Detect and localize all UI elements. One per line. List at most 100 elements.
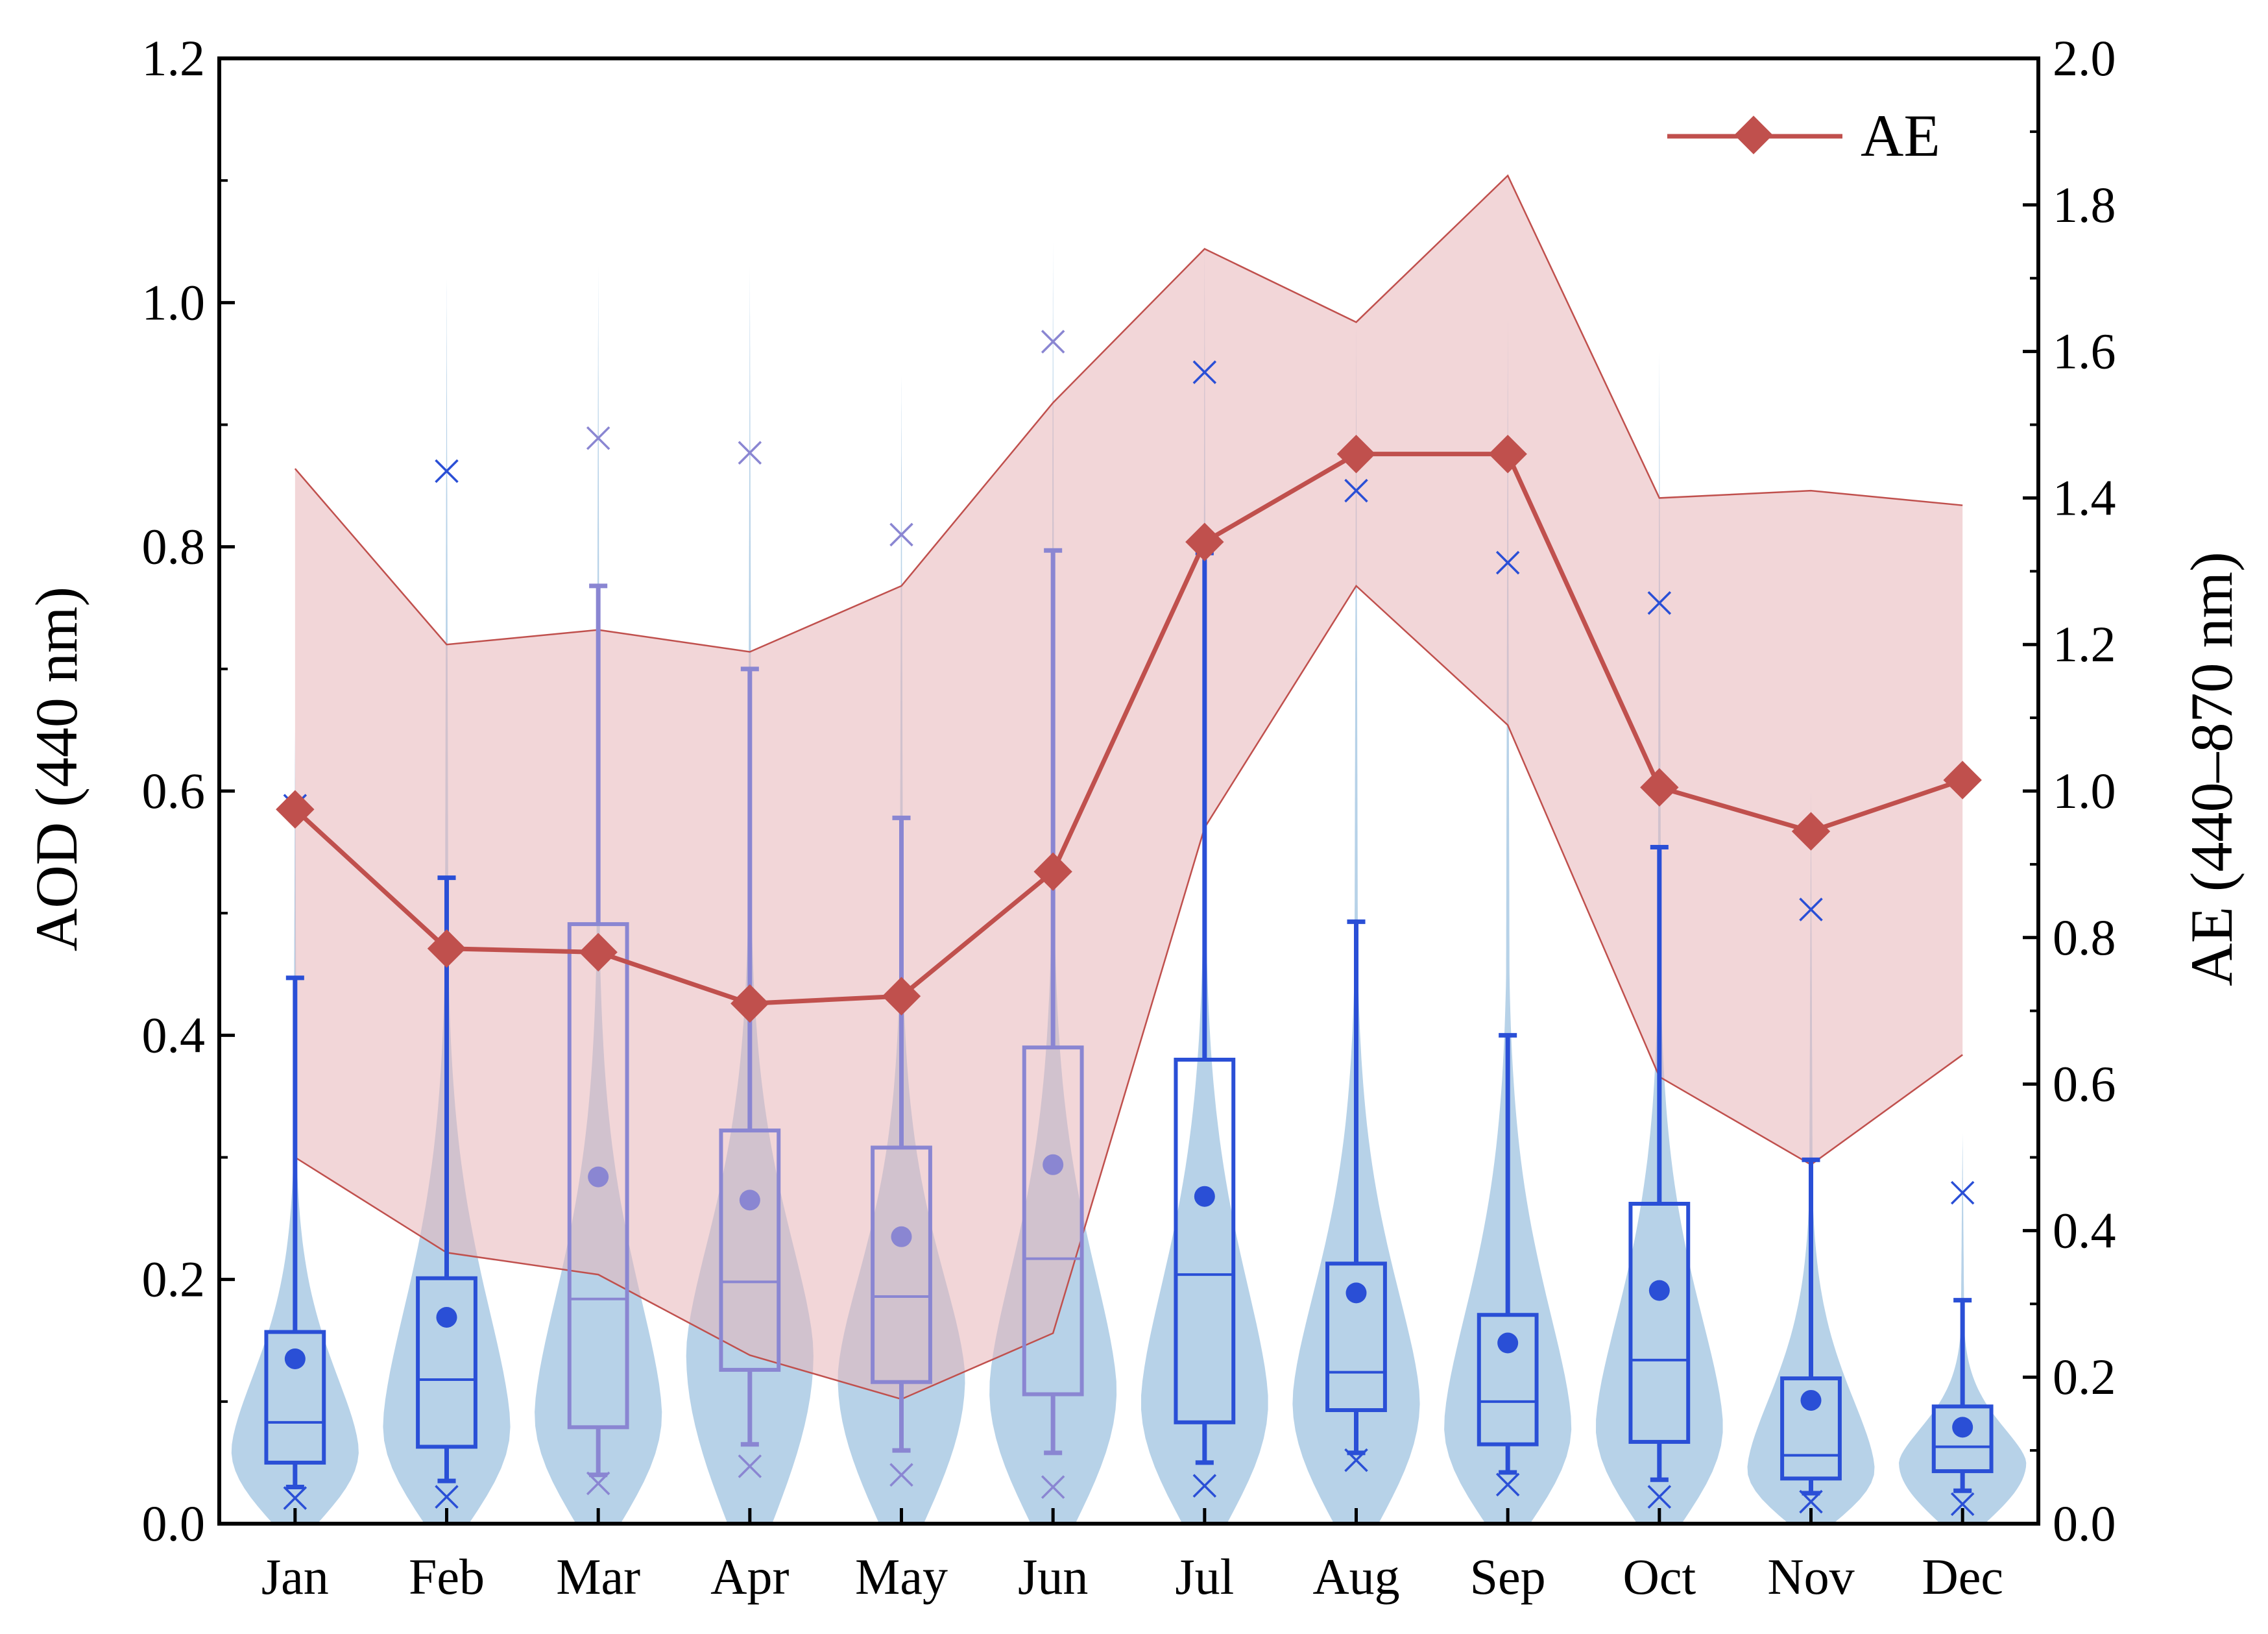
box-jun xyxy=(1022,1045,1084,1396)
ae-marker-sep xyxy=(1488,434,1527,474)
mean-dot-may xyxy=(891,1226,912,1247)
right-tick-label: 0.2 xyxy=(2053,1348,2116,1405)
ae-marker-aug xyxy=(1336,434,1376,474)
percentile-p1-aug xyxy=(1344,1448,1368,1472)
ae-marker-oct xyxy=(1640,768,1679,807)
ae-band xyxy=(295,175,1963,1400)
right-tick-label: 1.0 xyxy=(2053,762,2116,819)
ae-line-layer xyxy=(276,434,1982,1023)
percentile-p1-nov xyxy=(1799,1489,1823,1514)
left-axis-title: AOD (440 nm) xyxy=(23,587,90,951)
x-tick-label-aug: Aug xyxy=(1312,1548,1399,1605)
percentile-stroke-b xyxy=(1647,591,1672,615)
x-tick-label-sep: Sep xyxy=(1470,1548,1546,1605)
percentile-stroke-b xyxy=(1950,1492,1975,1517)
percentile-p1-jul xyxy=(1192,1474,1217,1498)
x-tick-label-dec: Dec xyxy=(1922,1548,2003,1605)
box-mar xyxy=(567,922,629,1430)
x-tick-label-mar: Mar xyxy=(556,1548,640,1605)
percentile-p99-may xyxy=(889,522,913,547)
x-tick-label-jun: Jun xyxy=(1018,1548,1088,1605)
percentile-p99-jul xyxy=(1192,360,1217,384)
percentile-stroke-b xyxy=(889,1463,913,1487)
percentile-stroke-b xyxy=(586,426,610,450)
right-tick-label: 1.2 xyxy=(2053,616,2116,672)
right-tick-label: 0.6 xyxy=(2053,1056,2116,1112)
mean-dot-aug xyxy=(1345,1282,1367,1304)
mean-dot-apr xyxy=(739,1189,760,1211)
ae-marker-jun xyxy=(1033,852,1072,891)
ae-marker-apr xyxy=(730,984,769,1023)
mean-dot-jan xyxy=(284,1348,306,1369)
x-tick-label-may: May xyxy=(855,1548,948,1605)
x-tick-label-oct: Oct xyxy=(1623,1548,1696,1605)
percentile-stroke-b xyxy=(1799,897,1823,921)
percentile-stroke-b xyxy=(1495,550,1520,575)
left-tick-label: 0.0 xyxy=(142,1495,206,1552)
percentile-p99-mar xyxy=(586,426,610,450)
ae-marker-may xyxy=(882,977,921,1016)
ae-band-layer xyxy=(294,174,1963,1400)
percentile-p99-apr xyxy=(738,441,762,465)
mean-dot-mar xyxy=(588,1166,609,1188)
right-tick-label: 1.6 xyxy=(2053,323,2116,380)
percentile-stroke-b xyxy=(738,1454,762,1478)
x-tick-label-feb: Feb xyxy=(409,1548,485,1605)
percentile-stroke-b xyxy=(1192,360,1217,384)
mean-dot-sep xyxy=(1497,1332,1519,1354)
percentile-stroke-b xyxy=(1647,1485,1672,1509)
percentile-p99-aug xyxy=(1344,478,1368,503)
right-tick-label: 1.4 xyxy=(2053,469,2116,526)
ae-mean-line xyxy=(293,452,1964,1006)
percentile-stroke-b xyxy=(1041,1475,1065,1499)
right-tick-label: 0.8 xyxy=(2053,909,2116,966)
percentile-stroke-b xyxy=(1192,1474,1217,1498)
percentile-p99-jun xyxy=(1041,330,1065,354)
ae-marker-feb xyxy=(427,929,466,968)
left-tick-label: 0.2 xyxy=(142,1251,206,1308)
percentile-stroke-b xyxy=(738,441,762,465)
percentile-stroke-b xyxy=(1344,1448,1368,1472)
left-tick-label: 0.8 xyxy=(142,518,206,575)
percentile-p1-dec xyxy=(1950,1492,1975,1517)
box-sep xyxy=(1477,1313,1539,1446)
ae-marker-nov xyxy=(1791,812,1831,851)
percentile-p99-feb xyxy=(435,459,459,483)
box-aug xyxy=(1325,1262,1387,1413)
percentile-p99-sep xyxy=(1495,550,1520,575)
box-layer xyxy=(264,330,1994,1517)
right-axis-title: AE (440–870 nm) xyxy=(2178,552,2245,986)
ae-marker-jan xyxy=(276,790,315,829)
percentile-p1-oct xyxy=(1647,1485,1672,1509)
percentile-stroke-b xyxy=(1799,1489,1823,1514)
mean-dot-nov xyxy=(1800,1389,1822,1411)
percentile-p1-jun xyxy=(1041,1475,1065,1499)
right-tick-label: 1.8 xyxy=(2053,177,2116,233)
violin-sep xyxy=(1444,315,1572,1524)
ae-marker-mar xyxy=(579,933,618,972)
percentile-p1-sep xyxy=(1495,1472,1520,1497)
x-tick-label-apr: Apr xyxy=(710,1548,789,1605)
box-feb xyxy=(416,1276,477,1449)
right-tick-label: 0.4 xyxy=(2053,1202,2116,1258)
left-tick-label: 1.0 xyxy=(142,274,206,330)
percentile-p1-feb xyxy=(435,1485,459,1509)
mean-dot-jun xyxy=(1043,1154,1064,1175)
legend-label: AE xyxy=(1861,103,1940,169)
percentile-stroke-b xyxy=(1041,330,1065,354)
legend-marker-swatch xyxy=(1734,116,1773,154)
percentile-stroke-b xyxy=(283,1486,308,1510)
percentile-stroke-b xyxy=(1950,1180,1975,1205)
percentile-p99-oct xyxy=(1647,591,1672,615)
percentile-p1-may xyxy=(889,1463,913,1487)
x-tick-label-jan: Jan xyxy=(261,1548,329,1605)
right-tick-label: 2.0 xyxy=(2053,30,2116,86)
mean-dot-dec xyxy=(1952,1417,1973,1438)
percentile-stroke-b xyxy=(889,522,913,547)
x-tick-label-nov: Nov xyxy=(1767,1548,1854,1605)
ae-band-upper-edge xyxy=(294,174,1963,653)
x-tick-label-jul: Jul xyxy=(1175,1548,1234,1605)
left-tick-label: 0.4 xyxy=(142,1006,206,1063)
percentile-p99-nov xyxy=(1799,897,1823,921)
